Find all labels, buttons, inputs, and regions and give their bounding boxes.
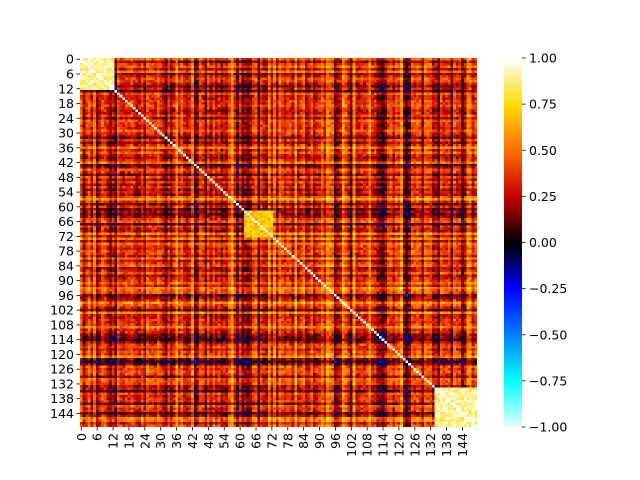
x-tick-label: 42 xyxy=(185,433,200,449)
y-tick-label: 120 xyxy=(50,347,74,362)
y-tick-label: 114 xyxy=(50,332,74,347)
y-tick-label: 138 xyxy=(50,391,74,406)
y-tick-label: 18 xyxy=(58,96,74,111)
y-tick-label: 126 xyxy=(50,362,74,377)
colorbar xyxy=(504,58,522,427)
y-tick-label: 72 xyxy=(58,229,74,244)
x-tick-label: 138 xyxy=(439,433,454,457)
x-tick-label: 24 xyxy=(137,433,152,449)
x-tick-label: 66 xyxy=(249,433,264,449)
colorbar-tick-label: −0.50 xyxy=(529,327,567,342)
x-tick-label: 90 xyxy=(312,433,327,449)
y-tick-label: 108 xyxy=(50,317,74,332)
y-tick-label: 102 xyxy=(50,303,74,318)
y-tick-label: 6 xyxy=(66,66,74,81)
x-tick-label: 96 xyxy=(328,433,343,449)
colorbar-tick-label: 0.00 xyxy=(529,235,557,250)
y-tick-label: 96 xyxy=(58,288,74,303)
x-tick-label: 30 xyxy=(153,433,168,449)
x-tick-label: 72 xyxy=(264,433,279,449)
y-axis-ticks: 0612182430364248546066727884909610210811… xyxy=(50,52,80,421)
x-tick-label: 12 xyxy=(106,433,121,449)
y-tick-label: 90 xyxy=(58,273,74,288)
x-tick-label: 132 xyxy=(423,433,438,457)
colorbar-ticks: 1.00 0.75 0.50 0.25 0.00 −0.25 −0.50 −0.75 −1.00 xyxy=(522,51,567,435)
y-tick-label: 36 xyxy=(58,140,74,155)
x-tick-label: 54 xyxy=(217,433,232,449)
y-tick-label: 84 xyxy=(58,258,74,273)
y-tick-label: 60 xyxy=(58,199,74,214)
colorbar-tick-label: 1.00 xyxy=(529,51,557,66)
colorbar-tick-label: 0.25 xyxy=(529,189,557,204)
y-tick-label: 24 xyxy=(58,111,74,126)
x-tick-label: 108 xyxy=(360,433,375,457)
colorbar-tick-label: −0.75 xyxy=(529,373,567,388)
x-tick-label: 84 xyxy=(296,433,311,449)
y-tick-label: 0 xyxy=(66,52,74,67)
x-tick-label: 48 xyxy=(201,433,216,449)
y-tick-label: 78 xyxy=(58,244,74,259)
y-tick-label: 132 xyxy=(50,376,74,391)
x-tick-label: 18 xyxy=(121,433,136,449)
y-tick-label: 48 xyxy=(58,170,74,185)
x-tick-label: 0 xyxy=(74,433,89,441)
x-axis-ticks: 0 6 12 18 24 30 36 42 48 54 60 66 72 78 84 90 96 102 108 11… xyxy=(74,427,470,457)
y-tick-label: 12 xyxy=(58,81,74,96)
x-tick-label: 126 xyxy=(407,433,422,457)
y-tick-label: 144 xyxy=(50,406,74,421)
x-tick-label: 78 xyxy=(280,433,295,449)
x-tick-label: 144 xyxy=(455,433,470,457)
y-tick-label: 66 xyxy=(58,214,74,229)
colorbar-tick-label: −1.00 xyxy=(529,420,567,435)
x-tick-label: 60 xyxy=(233,433,248,449)
y-tick-label: 54 xyxy=(58,185,74,200)
y-tick-label: 30 xyxy=(58,126,74,141)
x-tick-label: 114 xyxy=(376,433,391,457)
heatmap-cells xyxy=(80,58,477,427)
colorbar-tick-label: 0.75 xyxy=(529,97,557,112)
y-tick-label: 42 xyxy=(58,155,74,170)
x-tick-label: 6 xyxy=(90,433,105,441)
x-tick-label: 102 xyxy=(344,433,359,457)
x-tick-label: 120 xyxy=(391,433,406,457)
x-tick-label: 36 xyxy=(169,433,184,449)
colorbar-tick-label: 0.50 xyxy=(529,143,557,158)
colorbar-tick-label: −0.25 xyxy=(529,281,567,296)
